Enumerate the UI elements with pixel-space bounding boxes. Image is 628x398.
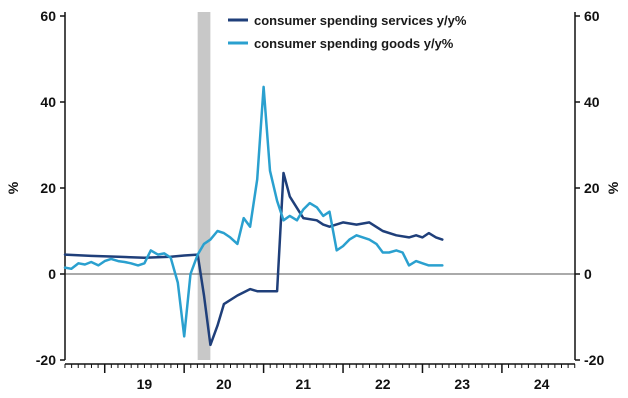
y-tick-label-right: 60 (584, 8, 600, 24)
x-tick-label: 19 (137, 376, 153, 392)
y-tick-label-right: 20 (584, 180, 600, 196)
series-line-1 (63, 85, 444, 338)
x-tick-label: 21 (296, 376, 312, 392)
y-tick-label-right: 0 (584, 266, 592, 282)
legend-label-services: consumer spending services y/y% (254, 13, 467, 28)
y-tick-label-right: -20 (584, 352, 604, 368)
y-tick-label-left: 0 (48, 266, 56, 282)
x-tick-label: 20 (216, 376, 232, 392)
y-axis-label-left: % (5, 181, 21, 194)
y-tick-label-left: 60 (40, 8, 56, 24)
y-axis-label-right: % (605, 181, 621, 194)
legend: consumer spending services y/y% consumer… (228, 13, 467, 51)
recession-shading (197, 12, 211, 360)
x-tick-label: 24 (534, 376, 550, 392)
x-tick-label: 22 (375, 376, 391, 392)
series-lines (63, 85, 444, 347)
x-tick-label: 23 (454, 376, 470, 392)
x-ticks: 19 20 21 22 23 24 (64, 364, 576, 392)
y-ticks-right: -20 0 20 40 60 (575, 8, 604, 368)
y-tick-label-right: 40 (584, 94, 600, 110)
y-tick-label-left: -20 (36, 352, 56, 368)
series-line-0 (63, 171, 444, 347)
y-ticks-left: -20 0 20 40 60 (36, 8, 65, 368)
legend-label-goods: consumer spending goods y/y% (254, 36, 454, 51)
y-tick-label-left: 40 (40, 94, 56, 110)
y-tick-label-left: 20 (40, 180, 56, 196)
